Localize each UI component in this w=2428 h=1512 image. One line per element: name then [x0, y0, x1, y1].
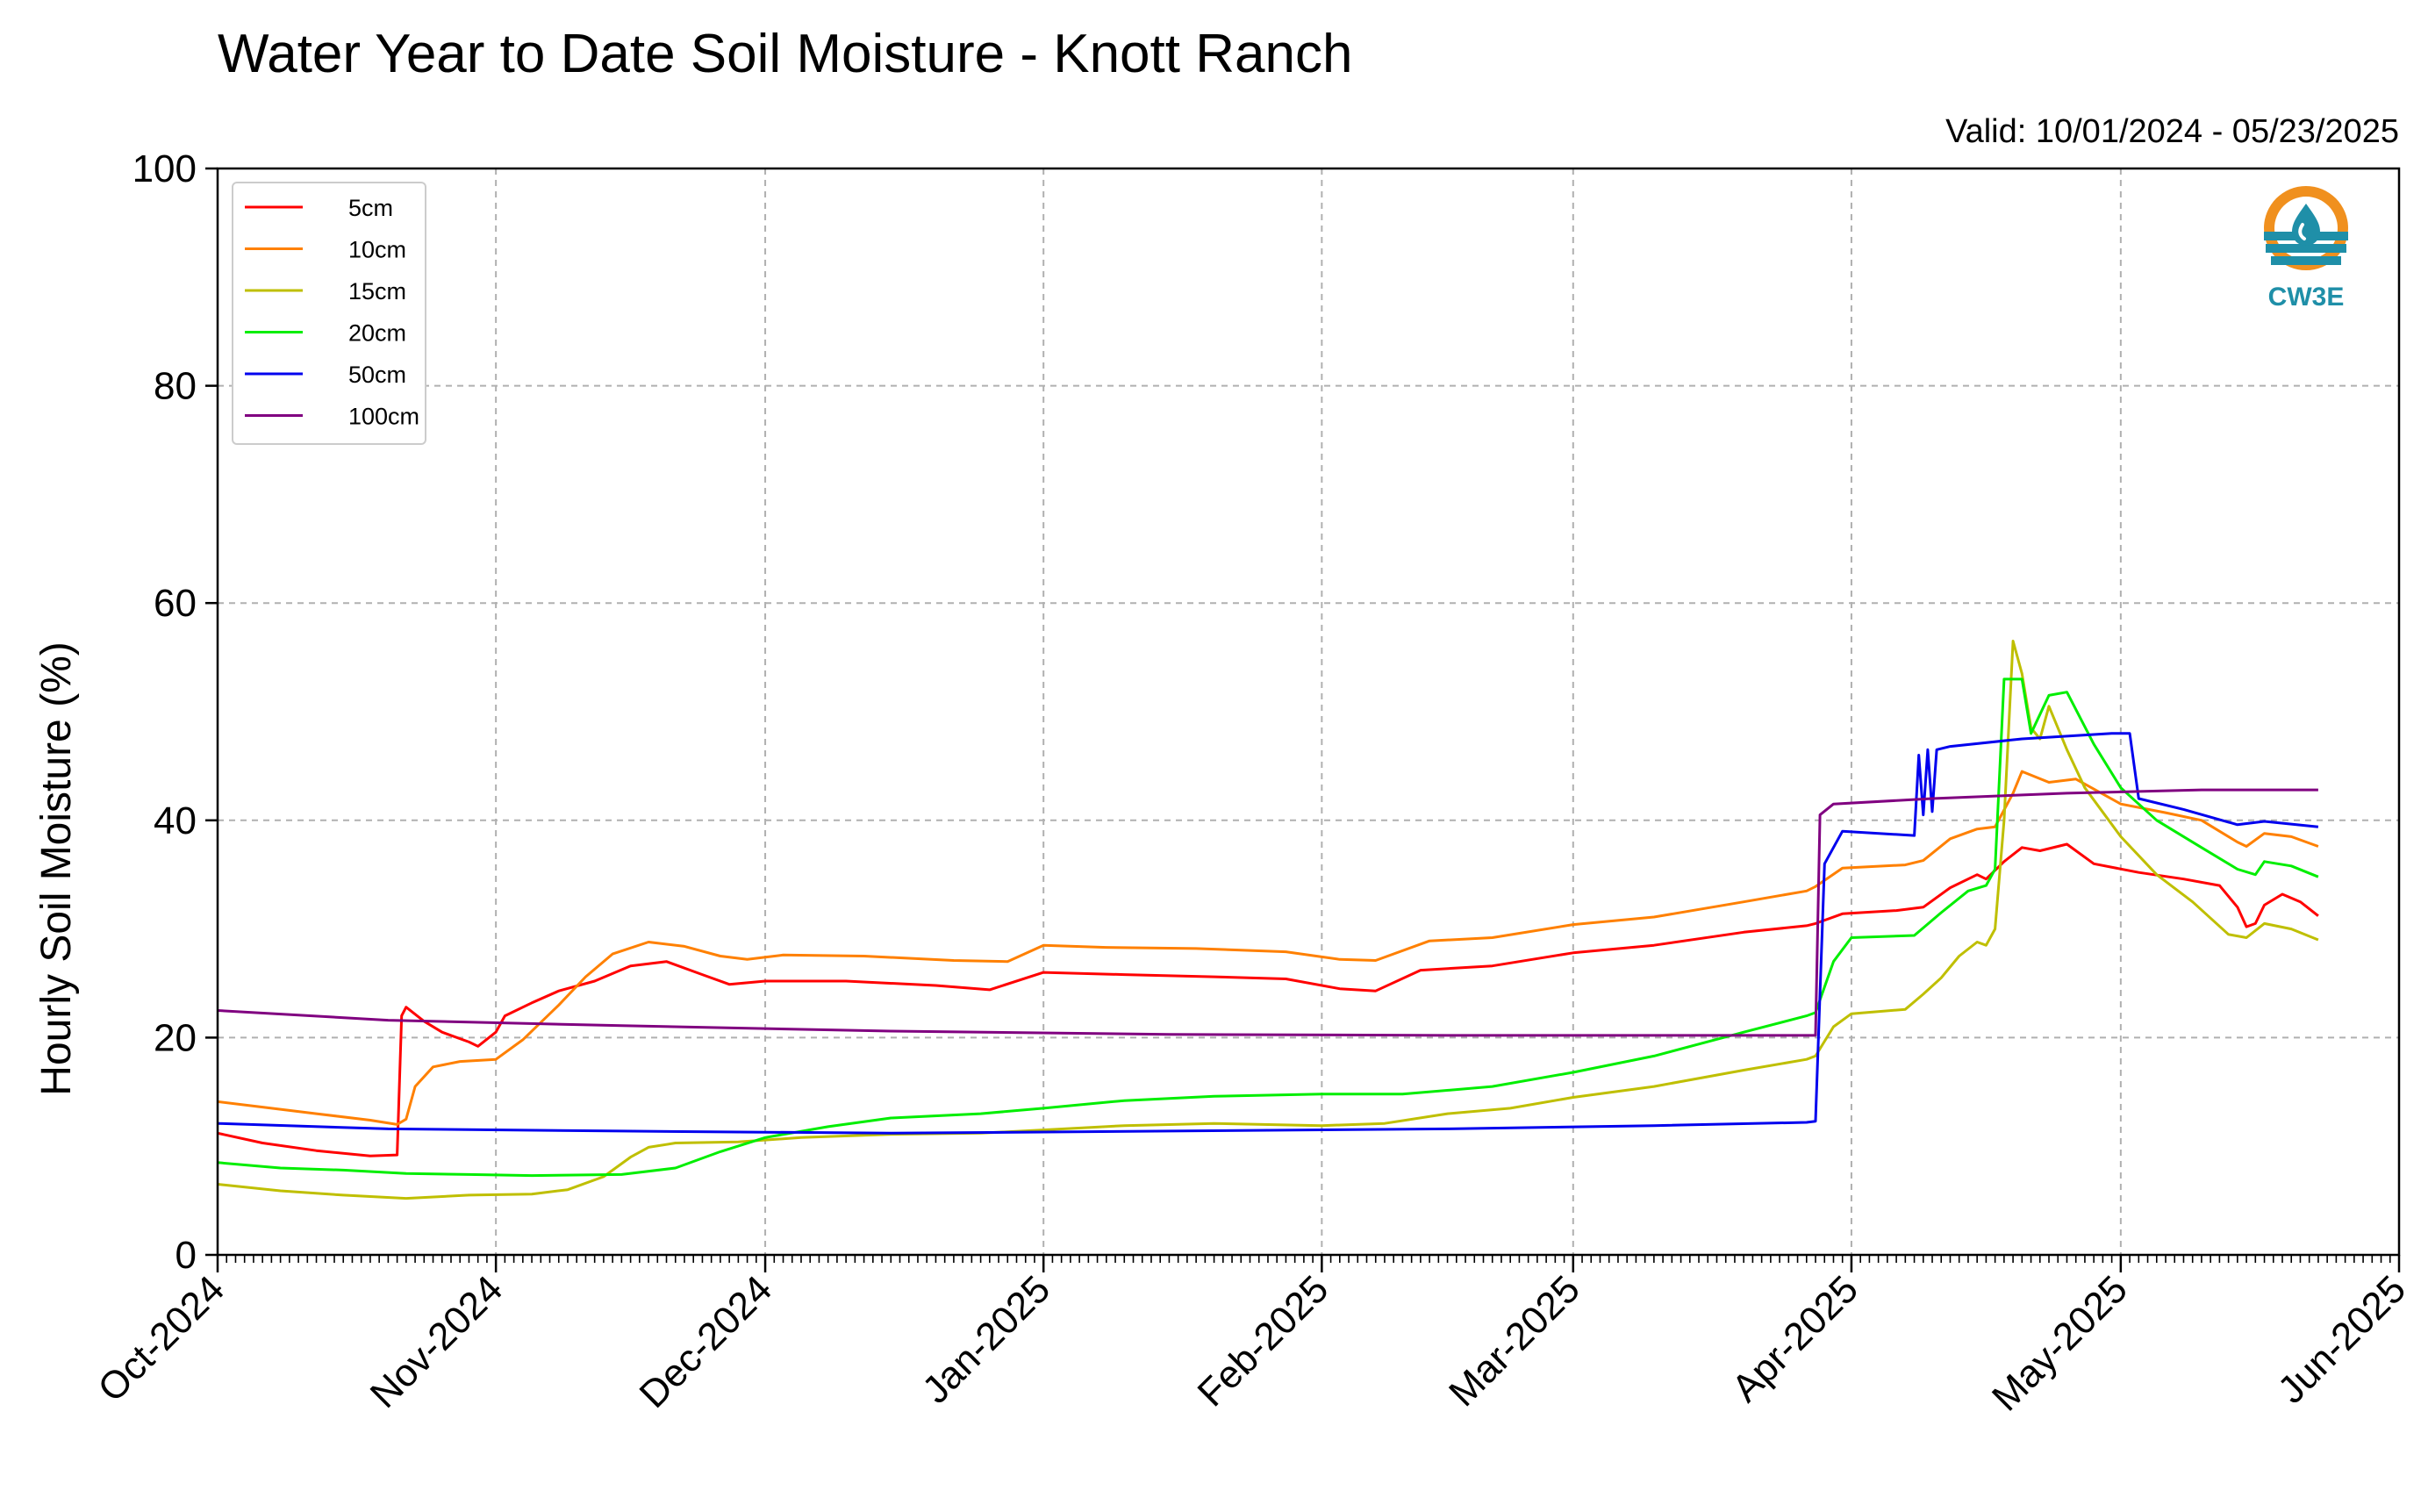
- cw3e-logo: CW3E: [2264, 186, 2348, 312]
- series-line-20cm: [217, 677, 2319, 1178]
- legend-label-10cm: 10cm: [348, 237, 406, 263]
- series-line-10cm: [217, 770, 2319, 1126]
- y-tick-label: 60: [154, 582, 197, 625]
- y-tick-label: 80: [154, 365, 197, 408]
- legend-label-15cm: 15cm: [348, 278, 406, 305]
- series-line-50cm: [217, 732, 2319, 1135]
- logo-text: CW3E: [2268, 283, 2345, 312]
- chart-title: Water Year to Date Soil Moisture - Knott…: [218, 24, 1352, 84]
- series-line-5cm: [217, 842, 2319, 1157]
- grid-lines: [218, 168, 2399, 1255]
- logo-water-band-3: [2271, 256, 2341, 265]
- y-tick-label: 40: [154, 799, 197, 842]
- y-tick-label: 100: [133, 147, 197, 190]
- legend-label-20cm: 20cm: [348, 320, 406, 347]
- drop-highlight-icon: [2298, 223, 2306, 240]
- y-tick-label: 0: [175, 1234, 197, 1277]
- y-axis-label: Hourly Soil Moisture (%): [33, 641, 80, 1095]
- legend-label-50cm: 50cm: [348, 362, 406, 388]
- legend: 5cm 10cm 15cm 20cm 50cm 100cm: [232, 182, 426, 445]
- series-line-100cm: [217, 788, 2318, 1037]
- legend-label-5cm: 5cm: [348, 195, 393, 221]
- valid-date-range: Valid: 10/01/2024 - 05/23/2025: [1945, 113, 2399, 150]
- series-line-15cm: [217, 640, 2319, 1200]
- legend-label-100cm: 100cm: [348, 404, 419, 430]
- series-lines: [217, 640, 2319, 1200]
- plot-frame: [216, 167, 2401, 1257]
- y-tick-label: 20: [154, 1016, 197, 1059]
- logo-water-band-2: [2266, 244, 2346, 253]
